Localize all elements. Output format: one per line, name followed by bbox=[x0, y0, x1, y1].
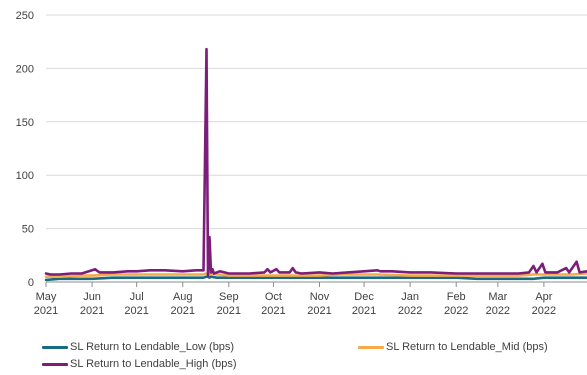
x-tick-label-year-aug: 2021 bbox=[170, 305, 194, 317]
x-tick-label-year-mar: 2022 bbox=[486, 305, 510, 317]
x-tick-label-year-jul: 2021 bbox=[124, 305, 148, 317]
x-tick-label-year-nov: 2021 bbox=[307, 305, 331, 317]
x-tick-label-month-jan: Jan bbox=[401, 291, 419, 303]
x-tick-label-month-sep: Sep bbox=[219, 291, 239, 303]
y-tick-label-200: 200 bbox=[16, 63, 34, 75]
x-tick-label-month-may: May bbox=[36, 291, 57, 303]
legend-swatch-high bbox=[42, 362, 68, 366]
x-tick-label-month-oct: Oct bbox=[265, 291, 282, 303]
x-tick-label-month-feb: Feb bbox=[447, 291, 466, 303]
legend: SL Return to Lendable_Low (bps) SL Retur… bbox=[0, 336, 587, 375]
y-tick-label-100: 100 bbox=[16, 170, 34, 182]
legend-label-high: SL Return to Lendable_High (bps) bbox=[70, 358, 237, 370]
x-tick-label-month-apr: Apr bbox=[535, 291, 552, 303]
y-tick-label-150: 150 bbox=[16, 117, 34, 129]
x-tick-label-year-may: 2021 bbox=[34, 305, 58, 317]
x-tick-label-year-feb: 2022 bbox=[444, 305, 468, 317]
legend-swatch-low bbox=[42, 345, 68, 349]
y-tick-label-250: 250 bbox=[16, 10, 34, 22]
x-tick-label-year-apr: 2022 bbox=[532, 305, 556, 317]
legend-item-mid: SL Return to Lendable_Mid (bps) bbox=[358, 341, 548, 353]
x-tick-label-year-oct: 2021 bbox=[261, 305, 285, 317]
line-chart: 0 50 100 150 200 250 May 2021 Jun 2021 Jul 2021 Aug 2… bbox=[16, 10, 587, 317]
x-tick-label-month-dec: Dec bbox=[354, 291, 374, 303]
legend-swatch-mid bbox=[358, 345, 384, 349]
legend-label-mid: SL Return to Lendable_Mid (bps) bbox=[386, 341, 548, 353]
x-tick-label-year-dec: 2021 bbox=[352, 305, 376, 317]
legend-label-low: SL Return to Lendable_Low (bps) bbox=[70, 341, 235, 353]
legend-item-high: SL Return to Lendable_High (bps) bbox=[42, 358, 237, 370]
x-tick-label-month-mar: Mar bbox=[488, 291, 507, 303]
series-line-high bbox=[44, 47, 587, 277]
legend-item-low: SL Return to Lendable_Low (bps) bbox=[42, 341, 234, 353]
y-tick-label-0: 0 bbox=[28, 277, 34, 289]
x-tick-label-month-jul: Jul bbox=[130, 291, 144, 303]
x-tick-label-year-jun: 2021 bbox=[80, 305, 104, 317]
series-line-low bbox=[44, 275, 587, 282]
series-line-mid bbox=[44, 272, 587, 278]
x-tick-label-year-jan: 2022 bbox=[398, 305, 422, 317]
x-tick-label-month-nov: Nov bbox=[310, 291, 330, 303]
x-tick-label-month-jun: Jun bbox=[83, 291, 101, 303]
x-tick-label-year-sep: 2021 bbox=[217, 305, 241, 317]
y-tick-label-50: 50 bbox=[22, 224, 34, 236]
x-tick-label-month-aug: Aug bbox=[173, 291, 193, 303]
